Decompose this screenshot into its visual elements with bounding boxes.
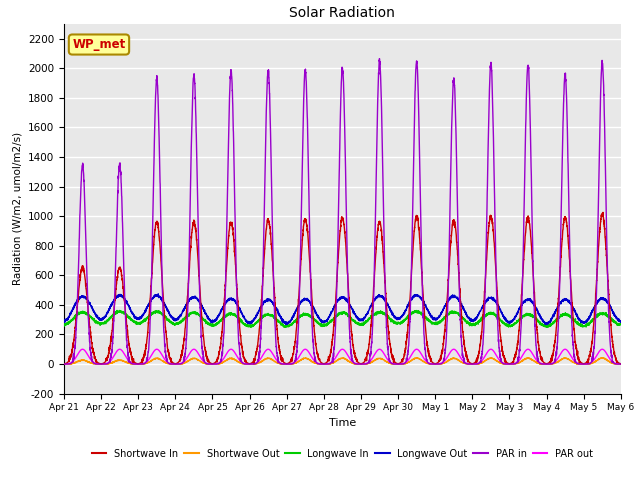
X-axis label: Time: Time: [329, 418, 356, 428]
Title: Solar Radiation: Solar Radiation: [289, 6, 396, 20]
Legend: Shortwave In, Shortwave Out, Longwave In, Longwave Out, PAR in, PAR out: Shortwave In, Shortwave Out, Longwave In…: [88, 445, 597, 463]
Y-axis label: Radiation (W/m2, umol/m2/s): Radiation (W/m2, umol/m2/s): [12, 132, 22, 286]
Text: WP_met: WP_met: [72, 38, 125, 51]
